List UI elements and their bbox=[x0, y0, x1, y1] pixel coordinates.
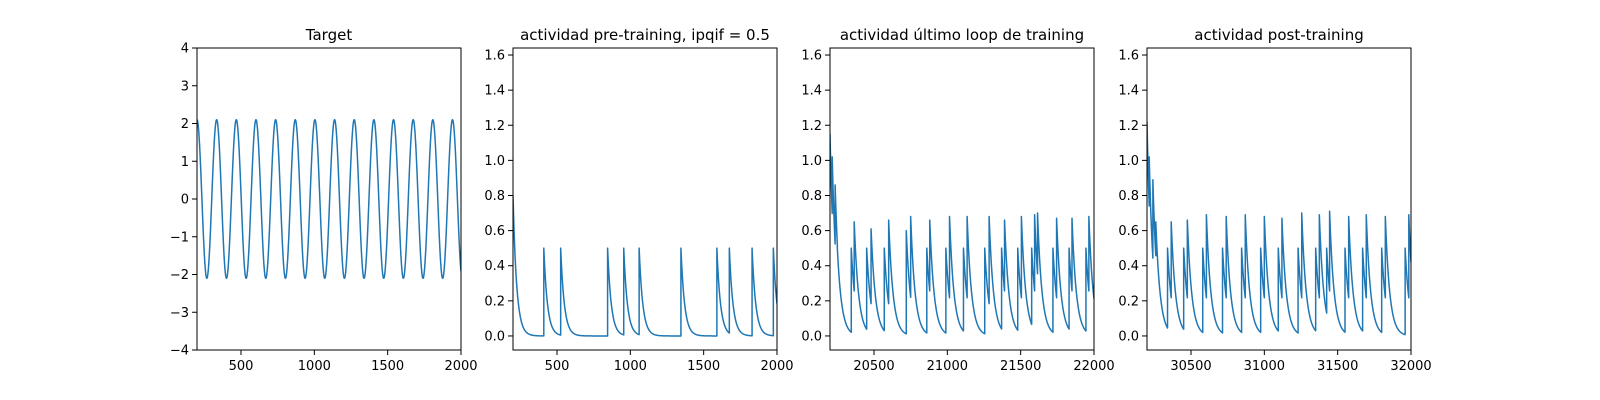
x-tick-label: 21000 bbox=[927, 359, 968, 374]
y-tick-label: 0.0 bbox=[484, 329, 505, 344]
subplot-title: actividad pre-training, ipqif = 0.5 bbox=[520, 26, 770, 44]
x-tick-label: 1500 bbox=[687, 359, 720, 374]
x-tick-label: 1000 bbox=[298, 359, 331, 374]
y-tick-label: 1.2 bbox=[484, 119, 505, 134]
y-tick-label: 1.6 bbox=[1118, 49, 1139, 64]
series-line bbox=[1147, 121, 1411, 336]
x-tick-label: 500 bbox=[545, 359, 570, 374]
y-tick-label: 1.4 bbox=[801, 84, 822, 99]
y-tick-label: 0.2 bbox=[484, 294, 505, 309]
y-tick-label: 3 bbox=[181, 79, 189, 94]
y-tick-label: 1.2 bbox=[801, 119, 822, 134]
y-tick-label: −3 bbox=[170, 306, 189, 321]
subplot-title: Target bbox=[305, 26, 353, 44]
y-tick-label: 0.4 bbox=[1118, 259, 1139, 274]
axes-frame bbox=[512, 47, 778, 351]
x-tick-label: 30500 bbox=[1170, 359, 1211, 374]
subplot-target: Target 500 1000 1500 2000 −4 −3 −2 −1 0 1 2 3 4 bbox=[170, 26, 478, 374]
y-tick-label: 1.0 bbox=[484, 154, 505, 169]
series-line bbox=[830, 134, 1094, 335]
axes-frame bbox=[1146, 47, 1412, 351]
y-tick-label: 1.0 bbox=[801, 154, 822, 169]
x-tick-label: 500 bbox=[229, 359, 254, 374]
y-tick-label: 0.6 bbox=[801, 224, 822, 239]
y-tick-label: 0.6 bbox=[484, 224, 505, 239]
series-line bbox=[513, 195, 777, 337]
y-tick-label: 0.4 bbox=[484, 259, 505, 274]
x-tick-label: 22000 bbox=[1073, 359, 1114, 374]
axes-frame bbox=[829, 47, 1095, 351]
x-tick-label: 31000 bbox=[1244, 359, 1285, 374]
y-tick-label: 0.2 bbox=[801, 294, 822, 309]
y-tick-label: 1.4 bbox=[1118, 84, 1139, 99]
y-tick-label: 0 bbox=[181, 193, 189, 208]
x-tick-label: 20500 bbox=[853, 359, 894, 374]
subplot-last-training-loop: actividad último loop de training 20500 2… bbox=[801, 26, 1114, 374]
y-tick-label: −1 bbox=[170, 230, 189, 245]
y-tick-label: −2 bbox=[170, 268, 189, 283]
y-tick-label: 1.2 bbox=[1118, 119, 1139, 134]
y-tick-label: 0.0 bbox=[801, 329, 822, 344]
series-line bbox=[197, 118, 461, 280]
y-tick-label: 1 bbox=[181, 155, 189, 170]
y-tick-label: 1.0 bbox=[1118, 154, 1139, 169]
y-tick-label: 0.6 bbox=[1118, 224, 1139, 239]
x-tick-label: 2000 bbox=[760, 359, 793, 374]
x-tick-label: 31500 bbox=[1317, 359, 1358, 374]
y-tick-label: 4 bbox=[181, 42, 189, 57]
subplot-pre-training: actividad pre-training, ipqif = 0.5 500 1… bbox=[484, 26, 793, 374]
x-tick-label: 2000 bbox=[444, 359, 477, 374]
y-tick-label: 0.4 bbox=[801, 259, 822, 274]
y-tick-label: 0.2 bbox=[1118, 294, 1139, 309]
y-tick-label: 2 bbox=[181, 117, 189, 132]
x-tick-label: 1500 bbox=[371, 359, 404, 374]
x-tick-label: 1000 bbox=[614, 359, 647, 374]
y-tick-label: 0.0 bbox=[1118, 329, 1139, 344]
y-tick-label: 0.8 bbox=[1118, 189, 1139, 204]
y-tick-label: 1.4 bbox=[484, 84, 505, 99]
x-tick-label: 21500 bbox=[1000, 359, 1041, 374]
x-tick-label: 32000 bbox=[1390, 359, 1431, 374]
subplot-title: actividad post-training bbox=[1194, 26, 1363, 44]
y-tick-label: 1.6 bbox=[801, 49, 822, 64]
subplot-title: actividad último loop de training bbox=[840, 26, 1084, 44]
y-tick-label: 1.6 bbox=[484, 49, 505, 64]
y-tick-label: 0.8 bbox=[484, 189, 505, 204]
y-tick-label: −4 bbox=[170, 344, 189, 359]
y-tick-label: 0.8 bbox=[801, 189, 822, 204]
subplot-post-training: actividad post-training 30500 31000 31500 3… bbox=[1118, 26, 1431, 374]
